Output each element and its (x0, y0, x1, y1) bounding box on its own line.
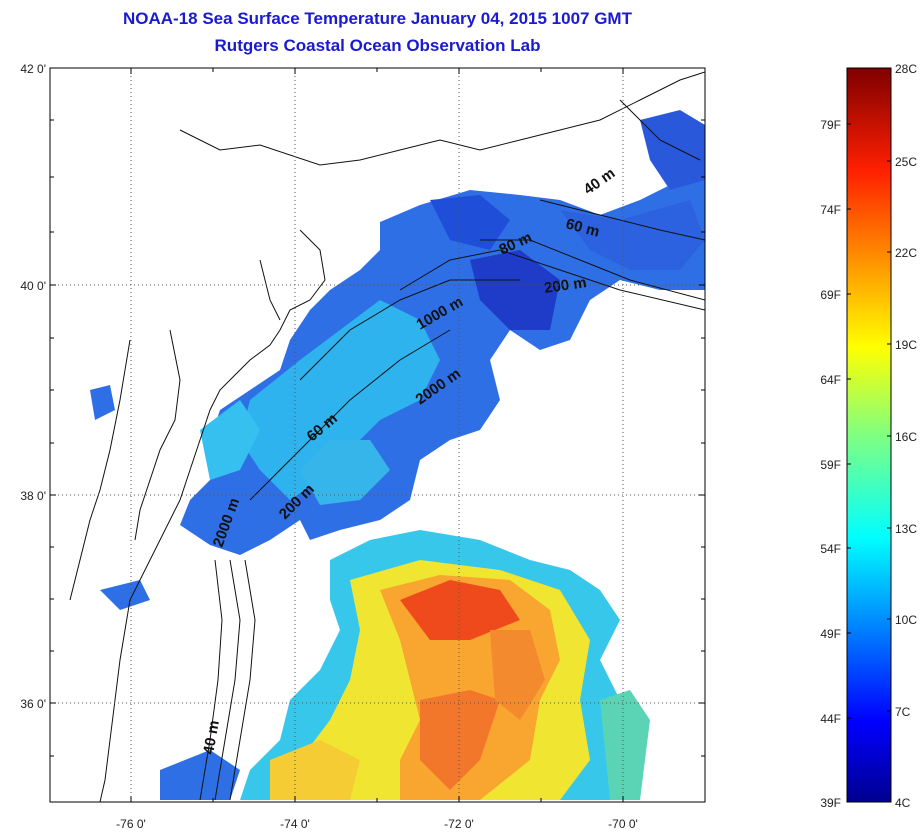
fahrenheit-label: 69F (820, 288, 841, 302)
latitude-labels: 42 0' 40 0' 38 0' 36 0' (20, 62, 46, 711)
longitude-labels: -76 0' -74 0' -72 0' -70 0' (116, 817, 638, 831)
fahrenheit-label: 64F (820, 373, 841, 387)
map-ticks (50, 67, 705, 802)
lat-label: 42 0' (20, 62, 46, 76)
fahrenheit-label: 39F (820, 796, 841, 810)
map-title: NOAA-18 Sea Surface Temperature January … (123, 9, 632, 28)
map-subtitle: Rutgers Coastal Ocean Observation Lab (214, 36, 541, 55)
lon-label: -72 0' (444, 817, 474, 831)
celsius-label: 25C (895, 155, 917, 169)
colorbar-ticks (847, 123, 891, 719)
fahrenheit-label: 74F (820, 203, 841, 217)
fahrenheit-label: 59F (820, 458, 841, 472)
celsius-label: 13C (895, 522, 917, 536)
fahrenheit-label: 49F (820, 627, 841, 641)
celsius-label: 10C (895, 613, 917, 627)
celsius-label: 19C (895, 338, 917, 352)
sst-data-layer (90, 110, 705, 800)
coastline-layer (69, 71, 705, 802)
lat-label: 36 0' (20, 697, 46, 711)
lon-label: -74 0' (280, 817, 310, 831)
colorbar-fahrenheit-labels: 79F 74F 69F 64F 59F 54F 49F 44F 39F (820, 118, 841, 810)
contour-label: 200 m (543, 274, 587, 297)
lat-label: 40 0' (20, 279, 46, 293)
fahrenheit-label: 79F (820, 118, 841, 132)
celsius-label: 4C (895, 796, 911, 810)
lon-label: -76 0' (116, 817, 146, 831)
celsius-label: 22C (895, 246, 917, 260)
fahrenheit-label: 54F (820, 542, 841, 556)
colorbar-celsius-labels: 28C 25C 22C 19C 16C 13C 10C 7C 4C (895, 62, 917, 810)
contour-label: 40 m (200, 719, 223, 756)
lat-label: 38 0' (20, 489, 46, 503)
celsius-label: 16C (895, 430, 917, 444)
celsius-label: 7C (895, 705, 911, 719)
lon-label: -70 0' (608, 817, 638, 831)
temperature-colorbar (846, 67, 892, 803)
celsius-label: 28C (895, 62, 917, 76)
fahrenheit-label: 44F (820, 712, 841, 726)
